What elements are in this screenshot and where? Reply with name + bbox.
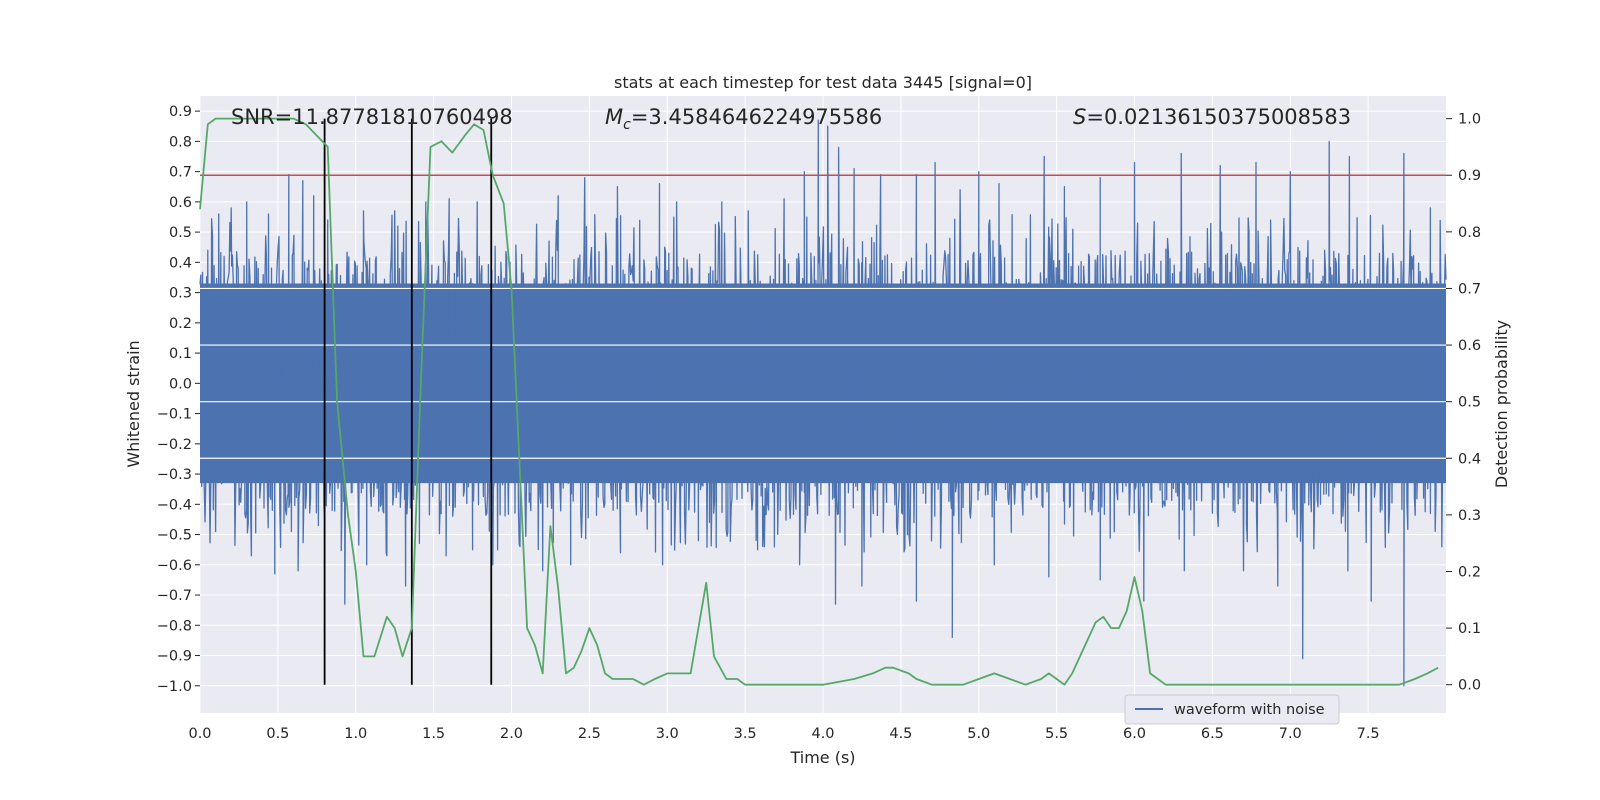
x-tick-label: 5.0 [967,726,990,742]
x-tick-label: 5.5 [1045,726,1068,742]
y-right-tick-label: 0.3 [1458,508,1481,524]
detection-probability-line [199,117,1439,686]
x-tick-label: 1.0 [344,726,367,742]
y-left-tick-label: −0.2 [157,437,192,453]
y-left-tick-label: 0.7 [169,165,192,181]
chart-title: stats at each timestep for test data 344… [614,73,1032,92]
y-left-tick-label: 0.4 [169,255,192,271]
y-left-tick-label: −0.3 [157,467,192,483]
y-right-tick-label: 0.2 [1458,564,1481,580]
y-left-tick-label: −0.1 [157,407,192,423]
waveform-line [199,119,1447,687]
y-left-tick-label: −1.0 [157,679,192,695]
y-right-tick-label: 0.6 [1458,338,1481,354]
detection-probability-series [199,117,1439,686]
x-tick-label: 2.0 [500,726,523,742]
vertical-markers [323,118,493,685]
y-right-tick-label: 1.0 [1458,112,1481,128]
x-tick-label: 1.5 [422,726,445,742]
y-axis-label-right: Detection probability [1492,320,1511,488]
y-left-tick-label: −0.7 [157,588,192,604]
y-left-tick-label: 0.1 [169,346,192,362]
y-right-tick-label: 0.4 [1458,451,1481,467]
chirp-mass-annotation: Mc=3.4584646224975586 [605,105,882,133]
y-right-tick-label: 0.9 [1458,168,1481,184]
snr-annotation: SNR=11.87781810760498 [231,105,513,129]
x-tick-label: 0.5 [266,726,289,742]
x-tick-label: 6.5 [1201,726,1224,742]
tick-labels: 0.0 0.5 1.0 1.5 2.0 2.5 3.0 3.5 4.0 4.5 5.0 5.5 6.0 6… [157,104,1481,742]
y-right-tick-label: 0.0 [1458,678,1481,694]
x-tick-label: 7.0 [1279,726,1302,742]
y-left-tick-label: −0.5 [157,528,192,544]
legend-box [1124,694,1340,725]
x-axis-label: Time (s) [789,748,855,767]
y-left-tick-label: −0.6 [157,558,192,574]
waveform-series [199,119,1447,687]
y-right-tick-label: 0.1 [1458,621,1481,637]
x-tick-label: 4.0 [811,726,834,742]
y-left-tick-label: −0.8 [157,618,192,634]
y-left-tick-label: 0.3 [169,286,192,302]
y-right-tick-label: 0.8 [1458,225,1481,241]
y-right-tick-label: 0.5 [1458,395,1481,411]
legend-label: waveform with noise [1174,702,1325,718]
y-left-tick-label: 0.5 [169,225,192,241]
y-left-tick-label: 0.0 [169,376,192,392]
y-left-tick-label: 0.8 [169,134,192,150]
y-left-tick-label: 0.2 [169,316,192,332]
x-tick-label: 3.0 [656,726,679,742]
y-left-tick-label: −0.4 [157,497,192,513]
x-tick-label: 6.0 [1123,726,1146,742]
x-tick-label: 2.5 [578,726,601,742]
x-tick-label: 7.5 [1357,726,1380,742]
y-right-tick-label: 0.7 [1458,281,1481,297]
y-axis-label-left: Whitened strain [124,340,143,467]
x-tick-label: 4.5 [889,726,912,742]
y-left-tick-label: 0.6 [169,195,192,211]
y-left-tick-label: −0.9 [157,649,192,665]
legend: waveform with noise [1124,694,1340,725]
y-left-tick-label: 0.9 [169,104,192,120]
x-tick-label: 0.0 [188,726,211,742]
s-annotation: S=0.02136150375008583 [1073,105,1351,129]
x-tick-label: 3.5 [734,726,757,742]
